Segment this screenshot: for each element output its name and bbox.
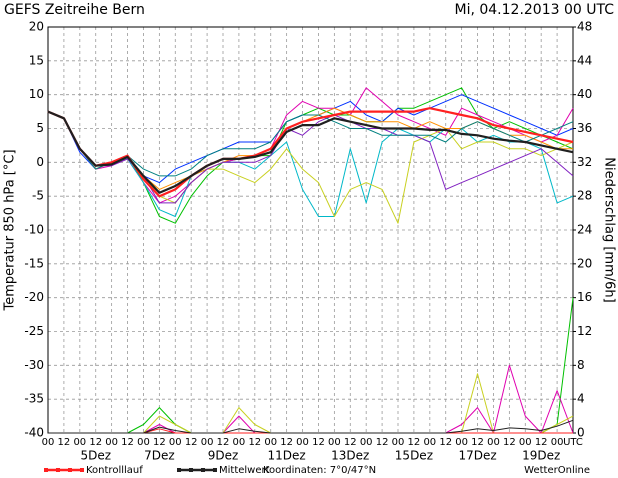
y2-tick-label: 24 <box>577 223 592 237</box>
x-tick-label: 12 <box>185 437 198 448</box>
series-line <box>47 111 574 177</box>
y2-tick-label: 12 <box>577 324 592 338</box>
legend-marker <box>201 468 205 472</box>
date-tick-label: 17Dez <box>458 449 496 463</box>
y2-tick-label: 32 <box>577 155 592 169</box>
x-tick-label: 12 <box>89 437 102 448</box>
y-tick-label: -20 <box>24 290 44 304</box>
y2-tick-label: 44 <box>577 53 592 67</box>
y-tick-label: -15 <box>24 256 44 270</box>
y2-axis-label: Niederschlag [mm/6h] <box>602 157 617 302</box>
x-tick-label: 00 <box>296 437 309 448</box>
legend-marker <box>177 468 181 472</box>
x-tick-label: 00 <box>360 437 373 448</box>
y2-tick-label: 20 <box>577 256 592 270</box>
y2-tick-label: 40 <box>577 87 592 101</box>
y-axis-label: Temperatur 850 hPa [°C] <box>3 149 18 311</box>
x-tick-label: 00 <box>519 437 532 448</box>
x-tick-label: 00 <box>264 437 277 448</box>
x-tick-label: 00 <box>392 437 405 448</box>
series-line <box>47 110 574 194</box>
x-tick-label: 00 <box>423 437 436 448</box>
y-tick-label: 20 <box>29 20 44 34</box>
x-tick-label: 00 <box>455 437 468 448</box>
x-tick-label: 00 <box>487 437 500 448</box>
y-tick-label: -35 <box>24 392 44 406</box>
y2-tick-label: 36 <box>577 121 592 135</box>
y-tick-label: 0 <box>36 155 44 169</box>
x-tick-label: 12 <box>535 437 548 448</box>
legend-label: Mittelwert <box>219 465 270 476</box>
x-tick-label: 12 <box>248 437 261 448</box>
date-tick-label: 9Dez <box>208 449 239 463</box>
x-tick-label: 12 <box>471 437 484 448</box>
legend-marker <box>44 468 48 472</box>
chart-title: GEFS Zeitreihe Bern <box>4 2 145 18</box>
y-tick-label: -25 <box>24 324 44 338</box>
x-tick-label: 12 <box>153 437 166 448</box>
x-tick-label: 12 <box>344 437 357 448</box>
date-tick-label: 13Dez <box>331 449 369 463</box>
annotation: WetterOnline <box>524 465 590 476</box>
x-tick-label: 00 <box>233 437 246 448</box>
y-tick-label: 15 <box>29 53 44 67</box>
x-tick-label: 12 <box>312 437 325 448</box>
y-tick-label: 5 <box>36 121 44 135</box>
y2-tick-label: 16 <box>577 290 592 304</box>
date-tick-label: 11Dez <box>268 449 306 463</box>
legend-marker <box>56 468 60 472</box>
annotation: Koordinaten: 7°0/47°N <box>263 465 376 476</box>
legend-marker <box>189 468 193 472</box>
x-tick-label: 12 <box>121 437 134 448</box>
date-tick-label: 5Dez <box>80 449 111 463</box>
x-tick-label: 00 <box>201 437 214 448</box>
legend-marker <box>80 468 84 472</box>
y2-tick-label: 8 <box>577 358 585 372</box>
y2-tick-label: 28 <box>577 189 592 203</box>
legend-marker <box>68 468 72 472</box>
x-tick-label: 12 <box>503 437 516 448</box>
date-tick-label: 19Dez <box>522 449 560 463</box>
y2-tick-label: 48 <box>577 20 592 34</box>
y2-tick-label: 4 <box>577 392 585 406</box>
x-tick-label: 12 <box>58 437 71 448</box>
legend-label: Kontrolllauf <box>86 465 143 476</box>
date-tick-label: 7Dez <box>144 449 175 463</box>
x-tick-label: 00 <box>42 437 55 448</box>
x-tick-label: 00 <box>551 437 564 448</box>
legend-marker <box>213 468 217 472</box>
x-tick-label: 12 <box>408 437 421 448</box>
x-tick-label: 00 <box>169 437 182 448</box>
x-tick-label: UTC <box>563 437 583 448</box>
y-tick-label: 10 <box>29 87 44 101</box>
x-tick-label: 00 <box>105 437 118 448</box>
y-tick-label: -30 <box>24 358 44 372</box>
y-tick-label: -40 <box>24 426 44 440</box>
y-tick-label: -5 <box>32 189 44 203</box>
series-line <box>48 419 574 434</box>
x-tick-label: 12 <box>439 437 452 448</box>
x-tick-label: 12 <box>376 437 389 448</box>
x-tick-label: 00 <box>73 437 86 448</box>
chart-subtitle: Mi, 04.12.2013 00 UTC <box>455 2 615 18</box>
x-tick-label: 00 <box>328 437 341 448</box>
y-tick-label: -10 <box>24 223 44 237</box>
series-line <box>47 111 574 217</box>
x-tick-label: 12 <box>280 437 293 448</box>
y2-tick-label: 0 <box>577 426 585 440</box>
date-tick-label: 15Dez <box>395 449 433 463</box>
x-tick-label: 12 <box>217 437 230 448</box>
x-tick-label: 00 <box>137 437 150 448</box>
